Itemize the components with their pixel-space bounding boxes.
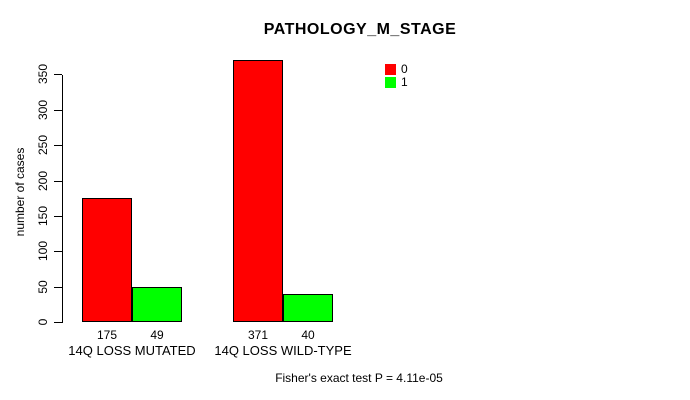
y-tick-label: 350	[36, 63, 50, 85]
y-tick-mark	[54, 216, 62, 217]
y-tick-mark	[54, 322, 62, 323]
y-tick-mark	[54, 251, 62, 252]
y-tick-label: 200	[36, 170, 50, 192]
y-tick-mark	[54, 181, 62, 182]
y-tick-mark	[54, 145, 62, 146]
bar-series-1	[283, 294, 333, 322]
y-tick-label: 150	[36, 205, 50, 227]
legend-swatch-icon	[385, 64, 396, 75]
y-tick-mark	[54, 74, 62, 75]
legend-label: 1	[401, 75, 408, 89]
legend-item: 1	[385, 75, 408, 89]
y-tick-mark	[54, 287, 62, 288]
bar-value-label: 371	[247, 328, 269, 342]
y-tick-label: 250	[36, 134, 50, 156]
y-tick-label: 100	[36, 240, 50, 262]
y-tick-label: 50	[36, 280, 50, 294]
bar-series-0	[82, 198, 132, 322]
legend-swatch-icon	[385, 77, 396, 88]
legend-item: 0	[385, 62, 408, 76]
bar-value-label: 40	[301, 328, 315, 342]
y-tick-mark	[54, 110, 62, 111]
chart-title: PATHOLOGY_M_STAGE	[263, 21, 457, 38]
y-axis-label: number of cases	[13, 147, 27, 237]
y-axis-line	[62, 75, 63, 323]
bar-series-1	[132, 287, 182, 322]
y-tick-label: 0	[36, 318, 50, 326]
annotation-text: Fisher's exact test P = 4.11e-05	[275, 371, 443, 385]
bar-value-label: 49	[150, 328, 164, 342]
category-label: 14Q LOSS WILD-TYPE	[214, 343, 352, 358]
bar-value-label: 175	[96, 328, 118, 342]
bar-series-0	[233, 60, 283, 322]
category-label: 14Q LOSS MUTATED	[68, 343, 196, 358]
y-tick-label: 300	[36, 99, 50, 121]
legend-label: 0	[401, 62, 408, 76]
